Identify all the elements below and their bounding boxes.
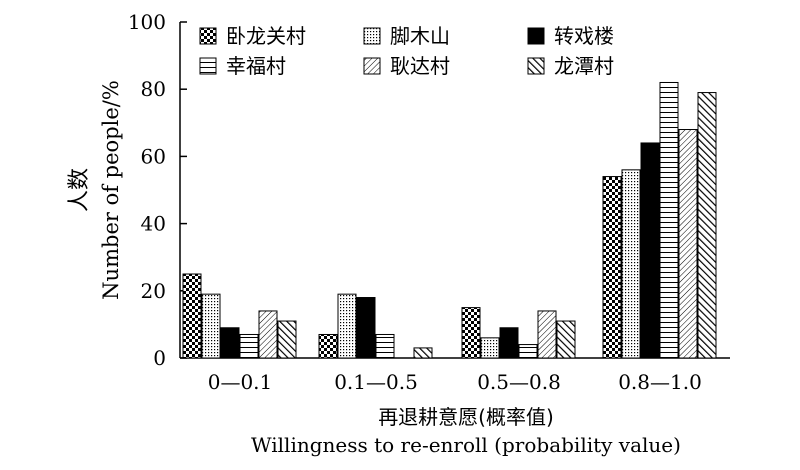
x-tick-label: 0.5—0.8 [477,370,561,394]
y-tick-label: 20 [141,279,166,303]
bar [518,344,538,359]
x-tick-label: 0.8—1.0 [618,370,702,394]
bar [602,176,622,359]
bar [201,293,221,359]
y-axis-ticks: 0 20 40 60 80 100 [128,10,187,370]
legend-swatch [199,57,217,75]
y-axis-label-en: Number of people/% [99,80,123,300]
bar [461,307,481,359]
bar [678,129,698,359]
bar [318,333,338,359]
bar [277,320,297,359]
bar [239,333,259,359]
bar [480,337,500,359]
bar [537,310,557,359]
x-axis-label-cn: 再退耕意愿(概率值) [378,405,554,429]
bar [697,92,717,359]
legend-swatch [527,27,545,45]
legend-swatch [363,57,381,75]
bar [337,293,357,359]
legend-swatch [363,27,381,45]
legend-label: 卧龙关村 [226,24,306,48]
bar [499,327,519,359]
bar [356,297,376,359]
legend-swatch [527,57,545,75]
legend-label: 龙潭村 [554,54,614,78]
bar [621,169,641,359]
y-tick-label: 100 [128,10,166,34]
bar [220,327,240,359]
legend-label: 转戏楼 [554,24,614,48]
legend-label: 耿达村 [390,54,450,78]
y-tick-label: 40 [141,212,166,236]
bar [413,347,433,359]
bar [659,81,679,359]
bar [375,333,395,359]
bar [556,320,576,359]
y-axis-label-cn: 人数 [67,168,92,212]
x-axis-label-en: Willingness to re-enroll (probability va… [251,433,681,457]
x-tick-label: 0—0.1 [208,370,273,394]
y-tick-label: 80 [141,77,166,101]
y-tick-label: 0 [153,346,166,370]
bars [182,81,717,359]
x-tick-label: 0.1—0.5 [334,370,418,394]
x-axis-tick-labels: 0—0.1 0.1—0.5 0.5—0.8 0.8—1.0 [208,370,702,394]
legend-label: 幸福村 [226,54,286,78]
bar [258,310,278,359]
legend-label: 脚木山 [390,24,450,48]
bar [182,273,202,359]
y-tick-label: 60 [141,144,166,168]
legend-swatch [199,27,217,45]
bar [640,142,660,359]
